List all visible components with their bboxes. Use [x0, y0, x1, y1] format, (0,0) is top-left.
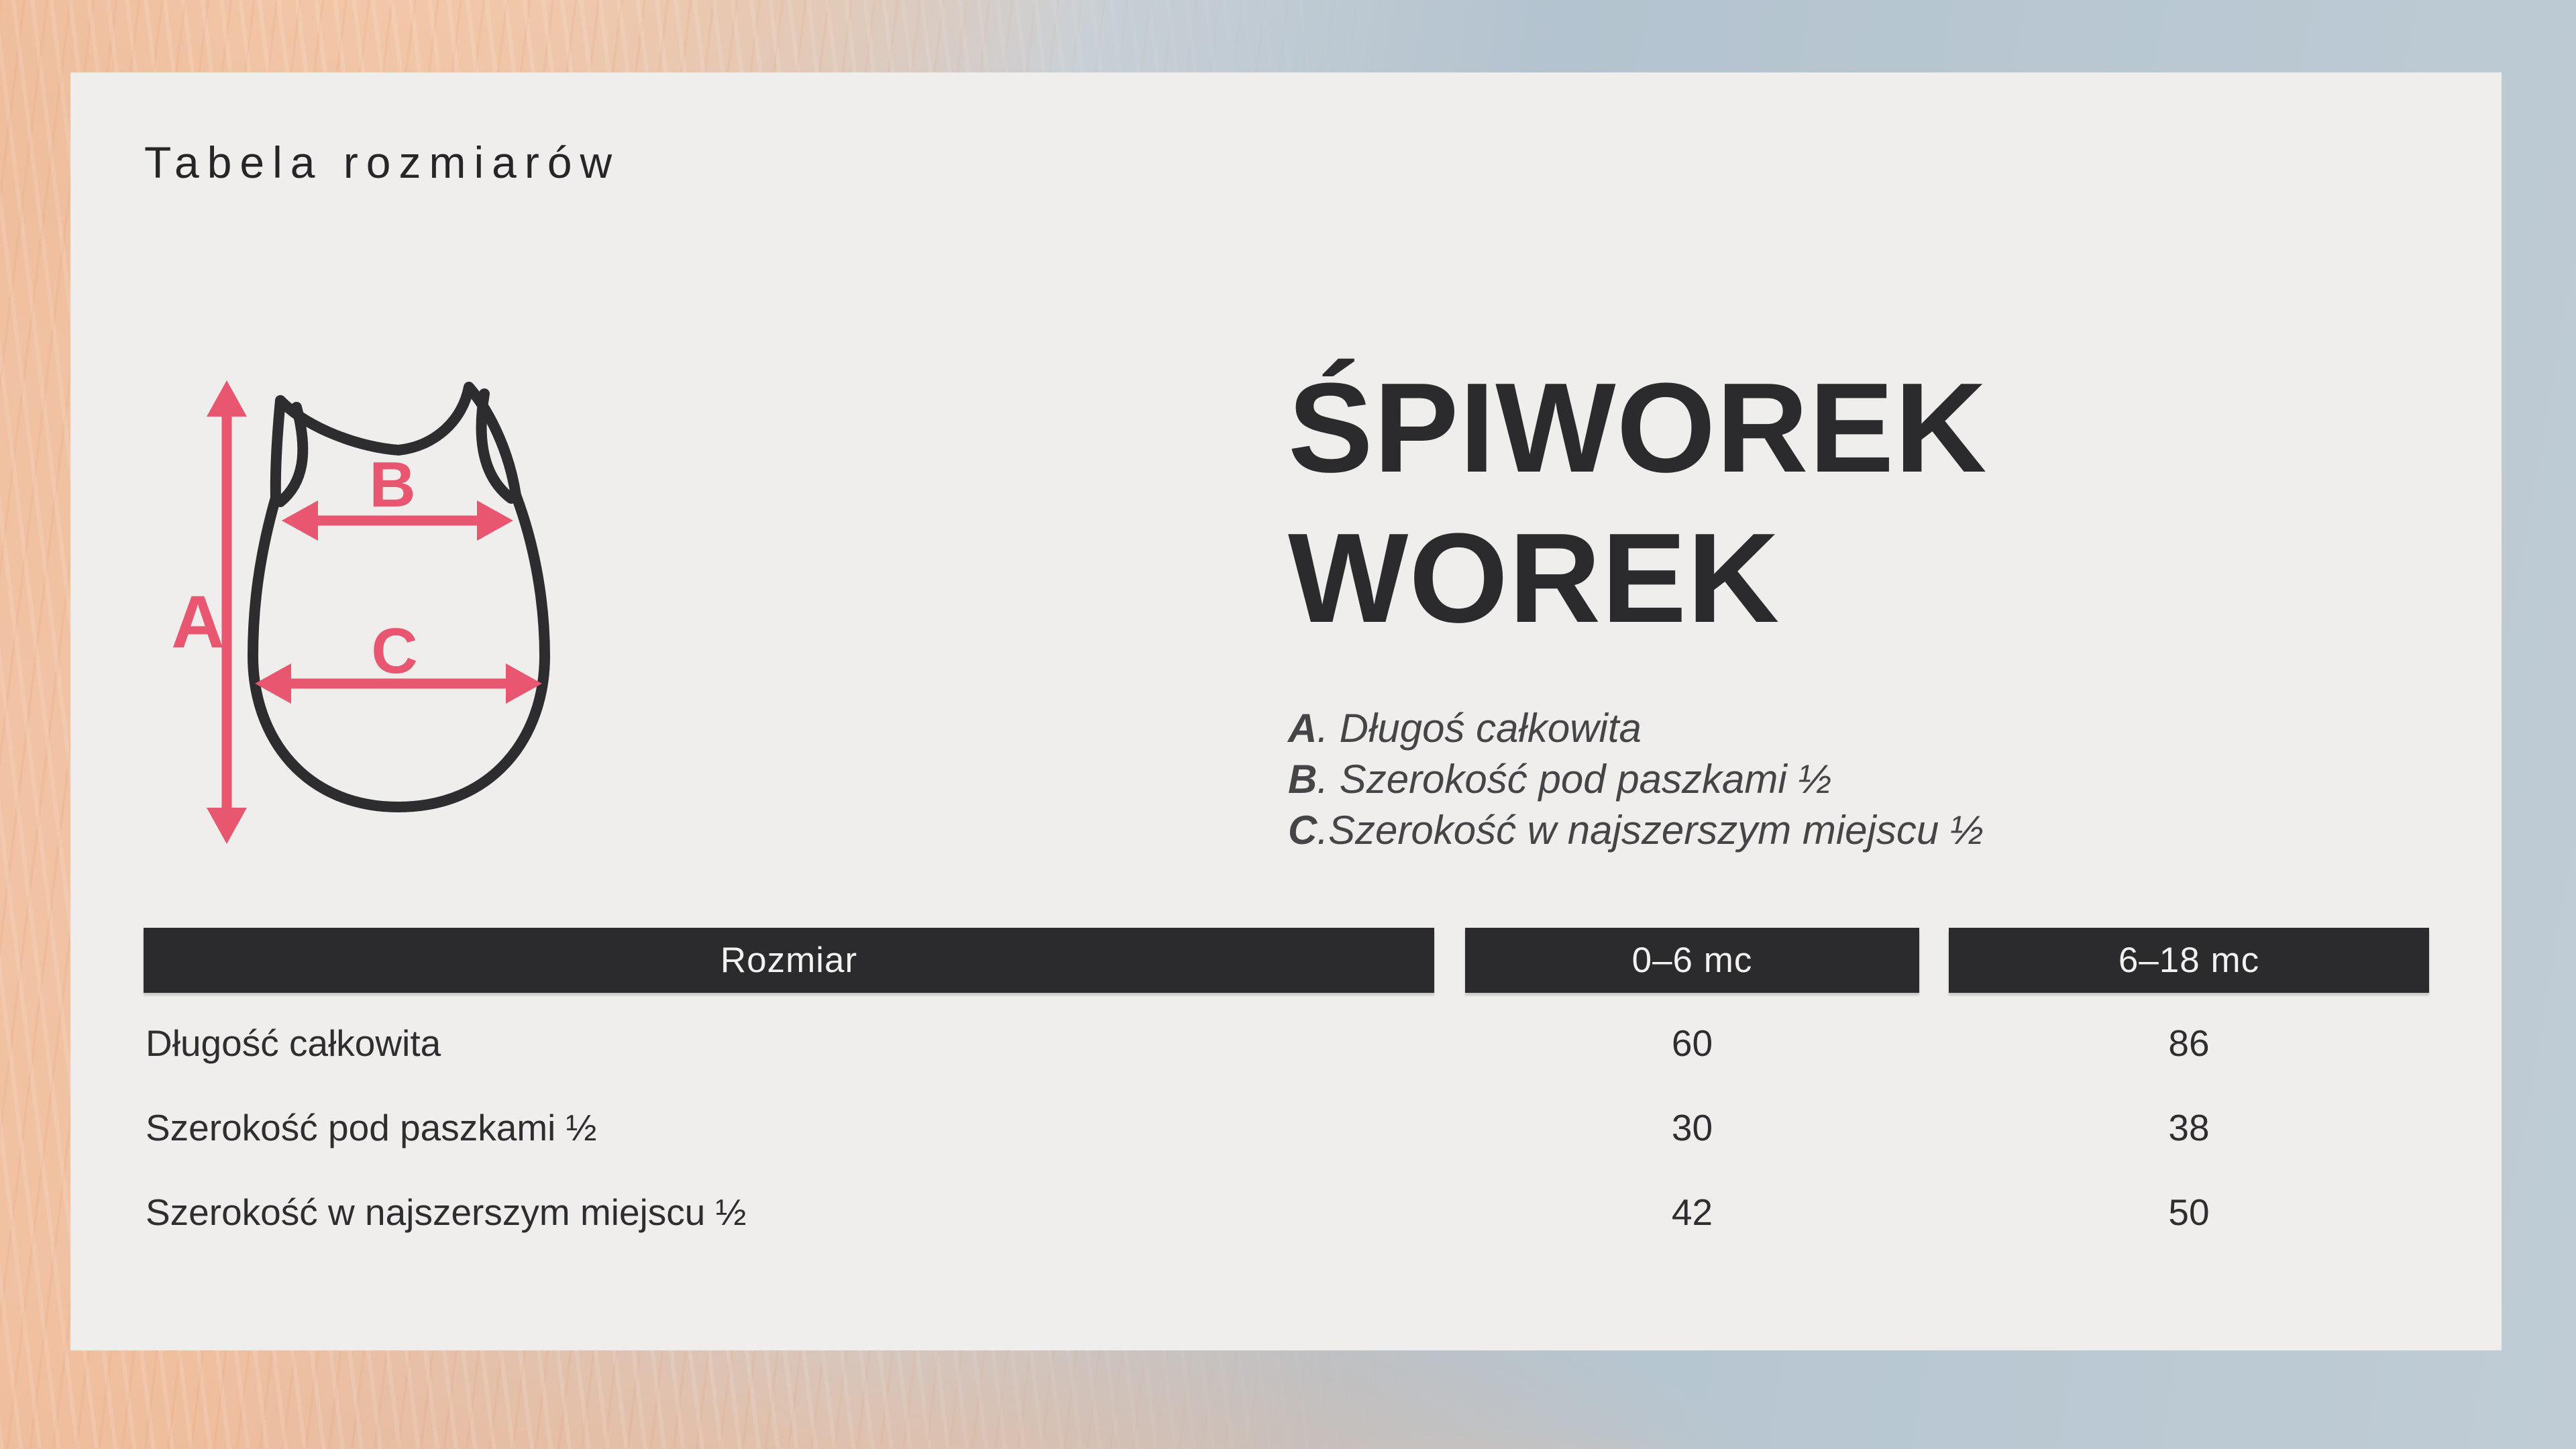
- legend-item-b: B. Szerokość pod paszkami ½: [1288, 754, 1984, 805]
- legend-item-a: A. Długoś całkowita: [1288, 703, 1984, 754]
- armhole-left: [275, 402, 309, 507]
- cell-dlugosc-0-6: 60: [1671, 1022, 1713, 1064]
- measurement-label-b: B: [369, 449, 415, 521]
- legend-key-c: C: [1288, 808, 1318, 853]
- measure-arrow-b: [282, 500, 513, 541]
- product-title-line-2: WOREK: [1288, 507, 1780, 649]
- legend-text-a: . Długoś całkowita: [1317, 706, 1642, 751]
- measurement-legend: A. Długoś całkowita B. Szerokość pod pas…: [1288, 703, 1984, 856]
- legend-item-c: C.Szerokość w najszerszym miejscu ½: [1288, 805, 1984, 856]
- legend-key-a: A: [1288, 706, 1318, 751]
- legend-text-b: . Szerokość pod paszkami ½: [1317, 757, 1832, 802]
- cell-najszersze-6-18: 50: [2168, 1191, 2210, 1233]
- cell-paszkami-6-18: 38: [2168, 1107, 2210, 1148]
- table-header-6-18-mc: 6–18 mc: [1949, 928, 2429, 993]
- measurement-label-c: C: [371, 615, 417, 687]
- product-title-line-1: ŚPIWOREK: [1288, 357, 1988, 499]
- sleeping-bag-diagram: A B C: [171, 380, 550, 844]
- legend-text-c: .Szerokość w najszerszym miejscu ½: [1317, 808, 1984, 853]
- legend-key-b: B: [1288, 757, 1318, 802]
- table-header-rozmiar: Rozmiar: [144, 928, 1434, 993]
- measure-arrow-a: [207, 380, 247, 844]
- size-chart-card: Tabela rozmiarów: [70, 72, 2502, 1350]
- page-title: Tabela rozmiarów: [144, 138, 621, 187]
- row-label-szerokosc-pod-paszkami: Szerokość pod paszkami ½: [146, 1107, 597, 1148]
- row-label-szerokosc-najszersze: Szerokość w najszerszym miejscu ½: [146, 1191, 747, 1233]
- measurement-label-a: A: [171, 581, 224, 663]
- cell-paszkami-0-6: 30: [1671, 1107, 1713, 1148]
- row-label-dlugosc-calkowita: Długość całkowita: [146, 1022, 441, 1064]
- armhole-right: [476, 388, 517, 504]
- vest-outline: [248, 382, 550, 812]
- cell-najszersze-0-6: 42: [1671, 1191, 1713, 1233]
- cell-dlugosc-6-18: 86: [2168, 1022, 2210, 1064]
- table-header-0-6-mc: 0–6 mc: [1465, 928, 1919, 993]
- measure-arrow-c: [255, 663, 542, 704]
- product-title: ŚPIWOREK WOREK: [1288, 353, 1988, 653]
